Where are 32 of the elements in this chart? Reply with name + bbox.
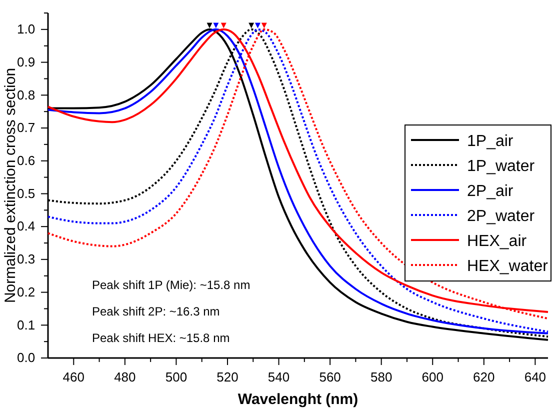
legend-label: HEX_water — [467, 258, 549, 275]
y-tick-label: 0.5 — [17, 186, 36, 201]
legend-label: 1P_air — [467, 133, 514, 150]
y-tick-label: 1.0 — [17, 22, 36, 37]
x-tick-label: 640 — [524, 369, 546, 384]
legend-label: 2P_water — [467, 208, 536, 225]
x-tick-label: 480 — [114, 369, 136, 384]
y-tick-label: 0.7 — [17, 120, 36, 136]
annotation: Peak shift 1P (Mie): ~15.8 nm — [92, 278, 250, 292]
x-tick-label: 620 — [473, 369, 495, 384]
y-tick-label: 0.6 — [17, 153, 36, 168]
x-tick-label: 600 — [422, 369, 444, 384]
y-tick-label: 0.3 — [17, 252, 36, 267]
y-axis-title: Normalized extinction cross section — [2, 68, 19, 304]
y-tick-label: 0.0 — [17, 350, 36, 366]
x-tick-label: 500 — [165, 369, 188, 384]
legend-label: 1P_water — [467, 158, 536, 175]
y-tick-label: 0.4 — [17, 218, 36, 234]
annotation: Peak shift HEX: ~15.8 nm — [92, 331, 230, 345]
x-tick-label: 540 — [268, 369, 290, 384]
y-tick-label: 0.8 — [17, 87, 36, 102]
legend-label: 2P_air — [467, 183, 514, 200]
legend-label: HEX_air — [467, 233, 528, 250]
x-tick-label: 560 — [319, 369, 341, 384]
y-tick-label: 0.1 — [17, 317, 36, 332]
y-tick-label: 0.9 — [17, 54, 36, 70]
x-tick-label: 520 — [216, 369, 238, 384]
annotation: Peak shift 2P: ~16.3 nm — [92, 304, 220, 318]
y-tick-label: 0.2 — [17, 284, 36, 300]
x-tick-label: 580 — [370, 369, 392, 384]
x-tick-label: 460 — [62, 369, 84, 384]
x-axis-title: Wavelenght (nm) — [238, 391, 358, 408]
